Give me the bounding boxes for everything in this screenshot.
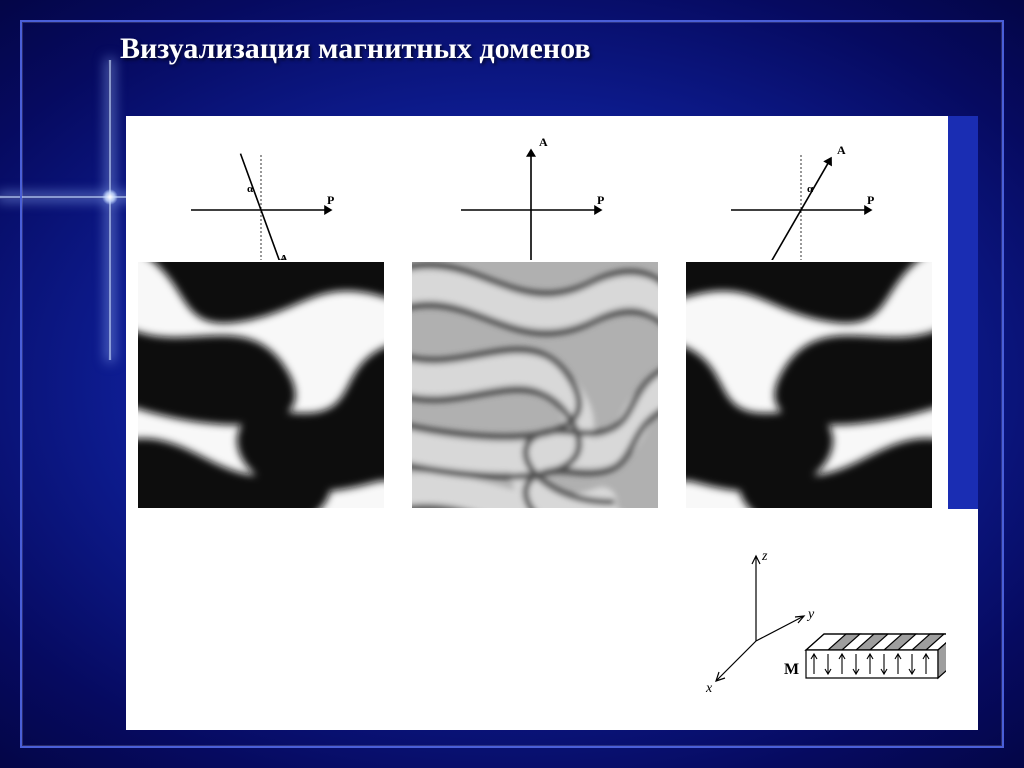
- domain-images-row: [126, 262, 978, 508]
- svg-text:P: P: [867, 193, 874, 207]
- svg-text:α: α: [247, 183, 254, 195]
- svg-text:P: P: [327, 193, 334, 207]
- polarizer-diagrams-row: P A α P A P A α: [126, 130, 978, 260]
- svg-text:M: M: [784, 661, 799, 678]
- slide-title: Визуализация магнитных доменов: [120, 32, 591, 66]
- svg-text:A: A: [280, 251, 289, 260]
- domain-image-1: [138, 262, 384, 508]
- content-panel: P A α P A P A α: [126, 116, 978, 730]
- slide: Визуализация магнитных доменов P A α P A: [0, 0, 1024, 768]
- svg-text:y: y: [806, 607, 815, 622]
- domain-image-3: [686, 262, 932, 508]
- polarizer-diagram-2: P A: [416, 130, 646, 260]
- polarizer-diagram-3: P A α: [686, 130, 916, 260]
- svg-text:α: α: [807, 183, 814, 195]
- domain-image-2: [412, 262, 658, 508]
- polarizer-diagram-1: P A α: [146, 130, 376, 260]
- svg-text:A: A: [539, 135, 548, 149]
- svg-text:A: A: [837, 143, 846, 157]
- axis-3d-diagram: z y x M: [686, 546, 946, 716]
- svg-text:z: z: [761, 549, 768, 564]
- svg-text:P: P: [597, 193, 604, 207]
- svg-text:x: x: [705, 681, 713, 696]
